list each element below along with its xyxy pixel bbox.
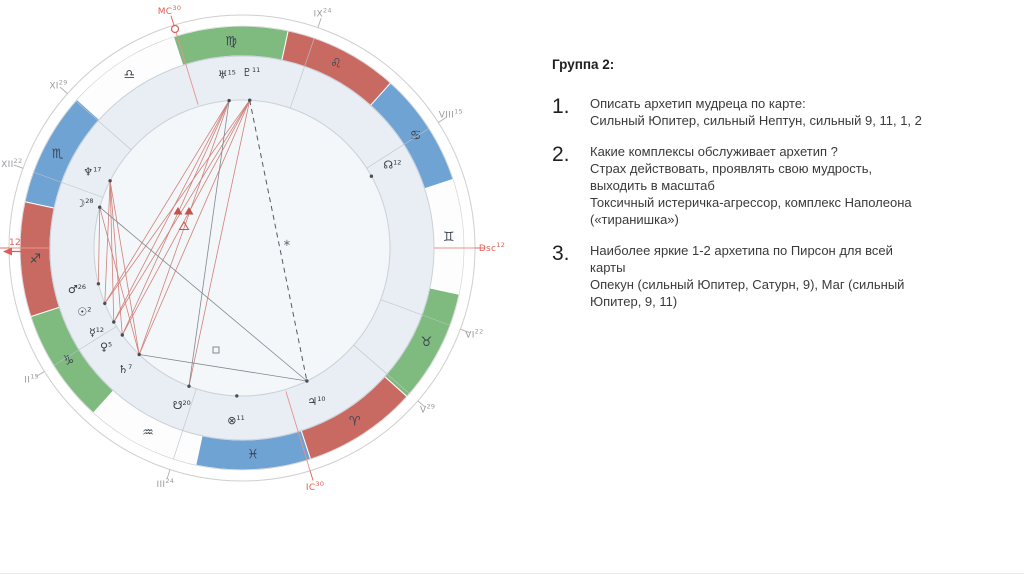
- sign-glyph-libra: ♎: [123, 67, 135, 82]
- item-text: Описать архетип мудреца по карте: Сильны…: [590, 95, 922, 129]
- planet-dot-saturn: [137, 352, 141, 357]
- planet-dot-mercury: [112, 320, 116, 324]
- text-line: Токсичный истеричка-агрессор, комплекс Н…: [590, 195, 912, 210]
- sign-glyph-virgo: ♍: [225, 34, 237, 49]
- text-line: Какие комплексы обслуживает архетип ?: [590, 144, 838, 159]
- asc-arrow-icon: [3, 247, 12, 256]
- text-line: Наиболее яркие 1-2 архетипа по Пирсон дл…: [590, 243, 893, 258]
- house-label-IX: IX24: [314, 7, 332, 20]
- planet-dot-south-node: [187, 384, 191, 388]
- planet-dot-mars: [96, 282, 101, 286]
- planet-dot-pluto: [248, 98, 252, 102]
- text-line: Опекун (сильный Юпитер, Сатурн, 9), Маг …: [590, 277, 905, 292]
- mc-marker: [170, 24, 180, 34]
- task-panel: Группа 2: 1. Описать архетип мудреца по …: [552, 57, 984, 324]
- planet-dot-fortune: [235, 394, 239, 398]
- sign-glyph-gemini: ♊: [443, 230, 455, 245]
- task-item-3: 3. Наиболее яркие 1-2 архетипа по Пирсон…: [552, 242, 984, 310]
- planet-dot-uranus: [227, 98, 231, 103]
- sign-glyph-aries: ♈: [349, 415, 361, 430]
- planet-dot-north-node: [369, 174, 374, 178]
- natal-chart: ♍ ♎ ♏ ♐ ♑ ♒ ♓ ♈ ♉ ♊ ♋ ♌ MC30 IX24 VIII15 Dsc12 VI22 V29 IC…: [0, 4, 505, 493]
- sign-glyph-scorpio: ♏: [52, 147, 64, 162]
- text-line: Сильный Юпитер, сильный Нептун, сильный …: [590, 113, 922, 128]
- house-label-III: III24: [157, 477, 175, 490]
- asc-label: 12: [9, 238, 21, 248]
- sign-glyph-cancer: ♋: [410, 128, 422, 143]
- sign-glyph-taurus: ♉: [421, 335, 433, 350]
- planet-dot-venus: [120, 333, 125, 337]
- planet-dot-jupiter: [305, 379, 309, 383]
- sign-glyph-pisces: ♓: [247, 448, 259, 463]
- item-text: Какие комплексы обслуживает архетип ? Ст…: [590, 143, 912, 228]
- aspect-star-icon: ∗: [283, 238, 291, 249]
- planet-dot-neptune: [108, 179, 112, 183]
- sign-glyph-aquarius: ♒: [142, 425, 154, 440]
- planet-dot-sun: [103, 301, 107, 306]
- square-marker-icon: [212, 346, 220, 354]
- house-label-VIII: VIII15: [439, 107, 463, 120]
- text-line: Описать архетип мудреца по карте:: [590, 96, 806, 111]
- sign-glyph-capricorn: ♑: [63, 354, 75, 369]
- text-line: Юпитер, 9, 11): [590, 294, 678, 309]
- item-number: 3.: [552, 242, 570, 265]
- text-line: выходить в масштаб: [590, 178, 715, 193]
- item-number: 2.: [552, 143, 570, 166]
- text-line: карты: [590, 260, 626, 275]
- trine-marker-icon: [178, 221, 190, 230]
- sign-glyph-sagittarius: ♐: [29, 252, 41, 267]
- text-line: («тиранишка»): [590, 212, 679, 227]
- planet-dot-moon: [98, 205, 102, 209]
- item-text: Наиболее яркие 1-2 архетипа по Пирсон дл…: [590, 242, 904, 310]
- trine-marker-icon: [173, 207, 183, 215]
- item-number: 1.: [552, 95, 570, 118]
- house-label-XI: XI29: [49, 79, 67, 92]
- house-label-Dsc: Dsc12: [479, 241, 505, 254]
- trine-marker-icon: [184, 207, 194, 215]
- natal-chart-svg: ♍♎♏♐♑♒♓♈♉♊♋♌MC30IX24VIII15Dsc12VI22V29IC…: [0, 4, 505, 493]
- house-label-XII: XII22: [1, 157, 22, 170]
- sign-glyph-leo: ♌: [330, 57, 342, 72]
- text-line: Страх действовать, проявлять свою мудрос…: [590, 161, 873, 176]
- house-label-II: II15: [24, 372, 39, 385]
- aspect-disc: [93, 99, 391, 397]
- task-item-1: 1. Описать архетип мудреца по карте: Сил…: [552, 95, 984, 129]
- house-label-VI: VI22: [465, 327, 483, 340]
- task-item-2: 2. Какие комплексы обслуживает архетип ?…: [552, 143, 984, 228]
- house-label-MC: MC30: [158, 4, 182, 17]
- panel-title: Группа 2:: [552, 57, 615, 72]
- house-label-IC: IC30: [306, 480, 324, 493]
